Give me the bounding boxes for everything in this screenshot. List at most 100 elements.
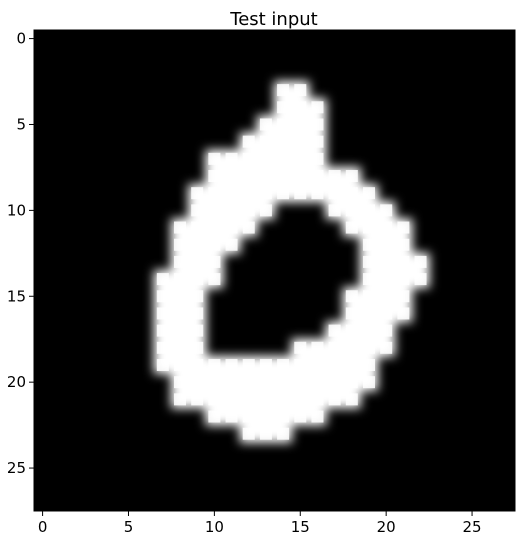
heatmap-cell-core [191,358,204,371]
heatmap-cell-core [277,135,290,148]
heatmap-cell-core [397,238,410,251]
heatmap-cell-core [328,358,341,371]
heatmap-cell-core [277,187,290,200]
heatmap-cell-core [156,341,169,354]
y-tick-label: 15 [7,287,26,305]
heatmap-cell-core [311,135,324,148]
y-tick-label: 10 [7,201,26,219]
heatmap-cell-core [380,290,393,303]
heatmap-cell-core [208,273,221,286]
heatmap-cell-core [362,290,375,303]
heatmap-cell-core [397,255,410,268]
heatmap-cell-core [242,221,255,234]
heatmap-cell-core [311,358,324,371]
heatmap-cell-core [191,238,204,251]
heatmap-cell-core [225,170,238,183]
heatmap-cell-core [380,238,393,251]
heatmap-cell-core [311,118,324,131]
heatmap-cell-core [191,255,204,268]
chart-title: Test input [229,9,317,30]
heatmap-cell-core [294,341,307,354]
heatmap-cell-core [208,358,221,371]
heatmap-cell-core [208,221,221,234]
heatmap-cell-core [345,170,358,183]
heatmap-cell-core [225,221,238,234]
heatmap-cell-core [380,307,393,320]
heatmap-cell-core [380,273,393,286]
heatmap-cell-core [156,290,169,303]
heatmap-cell-core [242,410,255,423]
heatmap-cell-core [259,135,272,148]
heatmap-cell-core [208,376,221,389]
heatmap-cell-core [311,170,324,183]
heatmap-cell-core [380,204,393,217]
heatmap-cell-core [242,393,255,406]
heatmap-cell-core [208,410,221,423]
x-tick-label: 10 [205,518,224,536]
y-tick-label: 5 [16,115,26,133]
heatmap-cell-core [362,273,375,286]
heatmap-cell-core [259,204,272,217]
heatmap-cell-core [277,152,290,165]
heatmap-cell-core [225,187,238,200]
heatmap-cell-core [174,324,187,337]
heatmap-cell-core [362,255,375,268]
heatmap-cell-core [259,376,272,389]
heatmap-cell-core [294,84,307,97]
heatmap-cell-core [242,187,255,200]
heatmap-cell-core [191,324,204,337]
heatmap-cell-core [345,187,358,200]
heatmap-cell-core [174,376,187,389]
heatmap-cell-core [156,324,169,337]
heatmap-cell-core [174,255,187,268]
heatmap-cell-core [174,221,187,234]
heatmap-cell-core [294,376,307,389]
heatmap-cell-core [414,273,427,286]
heatmap-cell-core [345,341,358,354]
heatmap-cell-core [156,307,169,320]
heatmap-cell-core [191,376,204,389]
heatmap-cell-core [277,84,290,97]
heatmap-cell-core [294,152,307,165]
heatmap-cell-core [414,255,427,268]
heatmap-cell-core [259,410,272,423]
heatmap-cell-core [345,307,358,320]
heatmap-cell-core [294,170,307,183]
heatmap-cell-core [328,376,341,389]
heatmap-cell-core [191,307,204,320]
heatmap-cell-core [311,187,324,200]
heatmap-cell-core [294,187,307,200]
heatmap-cell-core [362,376,375,389]
heatmap-cell-core [311,101,324,114]
heatmap-cell-core [259,152,272,165]
heatmap-cell-core [294,393,307,406]
heatmap-cell-core [328,170,341,183]
heatmap-cell-core [345,393,358,406]
x-tick-label: 25 [463,518,482,536]
heatmap-cell-core [259,358,272,371]
heatmap-cell-core [328,393,341,406]
x-tick-label: 0 [38,518,48,536]
heatmap-cell-core [311,410,324,423]
heatmap-cell-core [259,118,272,131]
heatmap-cell-core [345,221,358,234]
heatmap-cell-core [191,187,204,200]
heatmap-cell-core [208,393,221,406]
x-tick-label: 5 [124,518,134,536]
heatmap-cell-core [259,187,272,200]
plot-frame [33,29,516,512]
heatmap-cell-core [225,410,238,423]
heatmap-cell-core [156,273,169,286]
heatmap-cell-core [311,376,324,389]
heatmap-cell-core [328,324,341,337]
heatmap-cell-core [277,118,290,131]
heatmap-cell-core [174,307,187,320]
heatmap-cell-core [294,101,307,114]
heatmap-cell-core [225,238,238,251]
heatmap-cell-core [174,393,187,406]
heatmap-cell-core [208,187,221,200]
heatmap-cell-core [294,410,307,423]
heatmap-cell-core [345,358,358,371]
heatmap-cell-core [328,341,341,354]
heatmap-cell-core [328,187,341,200]
